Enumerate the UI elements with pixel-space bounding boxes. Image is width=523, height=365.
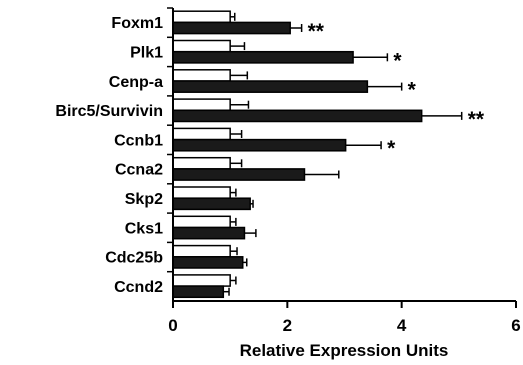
- bar-plk1-series-1: [172, 39, 231, 53]
- category-label-cdc25b: Cdc25b: [105, 250, 163, 267]
- significance-cenp-a: *: [408, 79, 417, 102]
- category-label-birc5-survivin: Birc5/Survivin: [55, 103, 163, 120]
- bar-ccnd2-series-1: [172, 274, 231, 287]
- category-label-ccnd2: Ccnd2: [114, 279, 163, 296]
- category-label-ccnb1: Ccnb1: [114, 132, 163, 149]
- labels-layer: Foxm1 ** Plk1 * Cenp-a * Birc5/Survivin ** Ccnb1…: [55, 7, 521, 335]
- bar-ccna2-series-1: [172, 156, 231, 170]
- bar-cks1-series-1: [172, 215, 231, 229]
- x-tick-label-0: 0: [168, 316, 177, 335]
- significance-ccnb1: *: [387, 137, 396, 160]
- bar-skp2-series-2: [172, 197, 251, 211]
- bar-birc5-survivin-series-1: [172, 98, 231, 112]
- bar-skp2-series-1: [172, 186, 231, 199]
- x-tick-label-6: 6: [511, 316, 520, 335]
- bar-birc5-survivin-series-2: [172, 109, 423, 123]
- bar-cdc25b-series-1: [172, 244, 231, 258]
- x-tick-label-2: 2: [283, 316, 292, 335]
- bars-layer: [172, 10, 463, 299]
- bar-cenp-a-series-1: [172, 69, 231, 82]
- x-axis-title: Relative Expression Units: [240, 341, 449, 360]
- bar-foxm1-series-2: [172, 21, 291, 35]
- bar-ccnb1-series-1: [172, 127, 231, 141]
- category-label-cks1: Cks1: [125, 220, 163, 237]
- significance-birc5-survivin: **: [468, 108, 485, 131]
- x-tick-label-4: 4: [397, 316, 407, 335]
- bar-cdc25b-series-2: [172, 256, 244, 269]
- category-label-plk1: Plk1: [130, 44, 163, 61]
- category-label-skp2: Skp2: [125, 191, 163, 208]
- significance-plk1: *: [393, 49, 402, 72]
- significance-foxm1: **: [308, 20, 325, 43]
- bar-cks1-series-2: [172, 226, 246, 240]
- category-label-foxm1: Foxm1: [111, 15, 163, 32]
- bar-ccnb1-series-2: [172, 138, 347, 152]
- bar-ccnd2-series-2: [172, 285, 225, 299]
- category-label-ccna2: Ccna2: [115, 162, 163, 179]
- bar-foxm1-series-1: [172, 10, 231, 24]
- category-label-cenp-a: Cenp-a: [109, 74, 163, 91]
- bar-ccna2-series-2: [172, 168, 306, 181]
- bar-plk1-series-2: [172, 50, 354, 64]
- bar-cenp-a-series-2: [172, 80, 369, 93]
